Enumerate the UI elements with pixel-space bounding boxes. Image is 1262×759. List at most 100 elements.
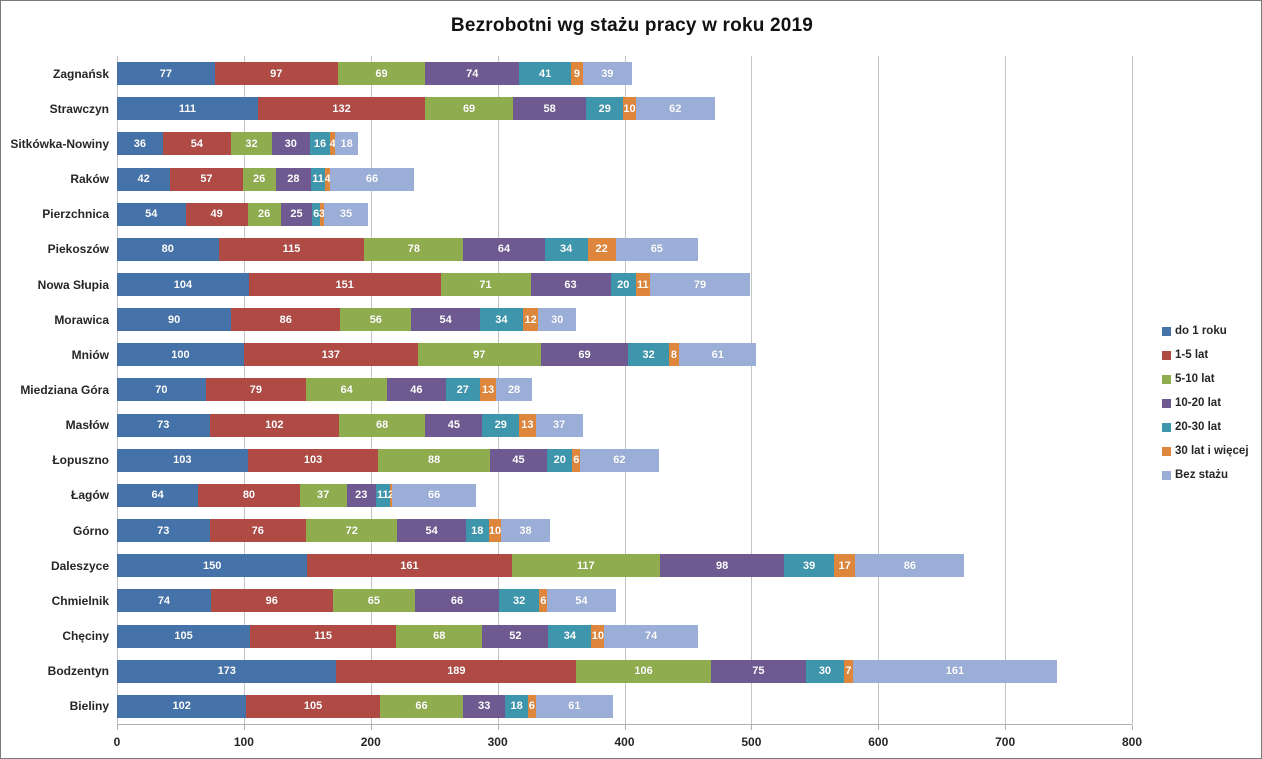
bar-segment-value: 78 bbox=[407, 243, 420, 256]
bar-segment: 66 bbox=[415, 589, 499, 613]
legend-item: Bez stażu bbox=[1162, 463, 1249, 487]
bar-segment: 18 bbox=[505, 694, 529, 718]
category-label: Sitkówka-Nowiny bbox=[10, 136, 109, 151]
bar-row-7: Morawica 90 86 56 54 34 12 30 bbox=[54, 302, 1132, 337]
bar-row-0: Zagnańsk 77 97 69 74 41 9 39 bbox=[53, 56, 1132, 91]
gridline-600 bbox=[878, 56, 880, 724]
bar-segment-value: 22 bbox=[595, 243, 608, 256]
bar-segment-value: 75 bbox=[752, 665, 765, 678]
bar-segment: 111 bbox=[117, 97, 258, 121]
bar-segment: 102 bbox=[117, 694, 247, 718]
bar-segment-value: 10 bbox=[623, 102, 636, 115]
bar-segment: 86 bbox=[231, 308, 341, 332]
bar-segment: 25 bbox=[280, 202, 313, 226]
stacked-bar: 150 161 117 98 39 17 86 bbox=[117, 554, 1132, 578]
bar-segment-value: 73 bbox=[157, 419, 170, 432]
bar-segment: 78 bbox=[364, 237, 464, 261]
bar-segment: 11 bbox=[311, 167, 326, 191]
category-label: Chęciny bbox=[62, 629, 109, 644]
bar-segment-value: 73 bbox=[157, 524, 170, 537]
bar-segment: 151 bbox=[248, 273, 441, 297]
bar-segment: 20 bbox=[610, 273, 636, 297]
bar-segment: 28 bbox=[275, 167, 312, 191]
bar-segment-value: 64 bbox=[497, 243, 511, 256]
legend-swatch bbox=[1162, 446, 1171, 456]
bar-segment-value: 62 bbox=[613, 454, 626, 467]
bar-segment: 23 bbox=[346, 483, 376, 507]
bar-segment-value: 70 bbox=[155, 383, 168, 396]
bar-segment-value: 30 bbox=[818, 665, 832, 678]
x-axis-tick-label: 200 bbox=[360, 735, 381, 749]
bar-segment: 66 bbox=[392, 483, 477, 507]
bar-segment: 150 bbox=[117, 554, 308, 578]
bar-segment-value: 57 bbox=[200, 173, 213, 186]
bar-segment-value: 11 bbox=[637, 278, 649, 291]
bar-segment: 13 bbox=[479, 378, 497, 402]
bar-segment: 32 bbox=[628, 343, 669, 367]
bar-segment: 2 bbox=[388, 483, 394, 507]
bar-segment: 77 bbox=[117, 62, 215, 86]
bar-segment-value: 150 bbox=[202, 559, 222, 572]
bar-segment-value: 68 bbox=[433, 630, 446, 643]
bar-segment: 4 bbox=[329, 132, 336, 156]
bar-segment-value: 23 bbox=[355, 489, 368, 502]
x-axis-tick-600 bbox=[878, 725, 880, 730]
bar-segment: 73 bbox=[117, 413, 210, 437]
bar-segment-value: 20 bbox=[553, 454, 566, 467]
bar-segment: 17 bbox=[833, 554, 856, 578]
bar-segment-value: 6 bbox=[540, 594, 547, 607]
bar-segment: 64 bbox=[463, 237, 545, 261]
bar-segment: 100 bbox=[117, 343, 244, 367]
bar-segment: 103 bbox=[247, 448, 379, 472]
bar-segment-value: 65 bbox=[367, 594, 381, 607]
bar-segment-value: 30 bbox=[551, 313, 564, 326]
bar-segment-value: 36 bbox=[133, 137, 146, 150]
bar-row-1: Strawczyn 111 132 69 58 29 10 62 bbox=[50, 91, 1132, 126]
bar-segment-value: 71 bbox=[479, 278, 492, 291]
category-label: Chmielnik bbox=[51, 593, 109, 608]
bar-segment-value: 80 bbox=[242, 489, 256, 502]
bar-segment: 10 bbox=[591, 624, 605, 648]
bar-segment: 71 bbox=[440, 273, 531, 297]
bar-segment: 34 bbox=[548, 624, 592, 648]
bar-segment: 27 bbox=[445, 378, 480, 402]
bar-segment-value: 86 bbox=[903, 559, 917, 572]
stacked-bar: 64 80 37 23 11 2 66 bbox=[117, 483, 1132, 507]
bar-segment: 12 bbox=[522, 308, 539, 332]
bar-segment-value: 66 bbox=[450, 594, 464, 607]
category-label: Pierzchnica bbox=[42, 207, 109, 222]
stacked-bar: 70 79 64 46 27 13 28 bbox=[117, 378, 1132, 402]
category-label: Raków bbox=[70, 172, 109, 187]
bar-segment-value: 38 bbox=[519, 524, 532, 537]
bar-segment: 54 bbox=[117, 202, 186, 226]
stacked-bar: 103 103 88 45 20 6 62 bbox=[117, 448, 1132, 472]
bar-segment-value: 11 bbox=[312, 173, 324, 186]
bar-segment: 106 bbox=[576, 659, 711, 683]
bar-segment-value: 79 bbox=[249, 383, 263, 396]
bar-segment: 30 bbox=[271, 132, 310, 156]
bar-segment: 115 bbox=[250, 624, 397, 648]
bar-segment: 35 bbox=[323, 202, 369, 226]
bar-segment-value: 4 bbox=[329, 137, 336, 150]
x-axis-tick-800 bbox=[1132, 725, 1133, 730]
bar-segment: 37 bbox=[535, 413, 583, 437]
bar-segment-value: 76 bbox=[251, 524, 264, 537]
bar-segment-value: 6 bbox=[528, 700, 535, 713]
bar-segment-value: 62 bbox=[669, 102, 682, 115]
bar-segment-value: 37 bbox=[552, 419, 566, 432]
bar-segment: 7 bbox=[843, 659, 853, 683]
category-label: Bieliny bbox=[69, 699, 109, 714]
category-label: Miedziana Góra bbox=[20, 382, 109, 397]
category-label: Łagów bbox=[71, 488, 109, 503]
x-axis-tick-label: 800 bbox=[1121, 735, 1143, 749]
bar-segment: 56 bbox=[340, 308, 412, 332]
bar-segment: 3 bbox=[319, 202, 325, 226]
x-axis-tick-label: 100 bbox=[233, 735, 254, 749]
bar-segment: 79 bbox=[649, 273, 751, 297]
bar-segment: 54 bbox=[547, 589, 616, 613]
bar-segment-value: 106 bbox=[634, 665, 653, 678]
legend-swatch bbox=[1162, 350, 1171, 360]
stacked-bar: 90 86 56 54 34 12 30 bbox=[117, 308, 1132, 332]
stacked-bar: 173 189 106 75 30 7 161 bbox=[117, 659, 1132, 683]
bar-segment-value: 102 bbox=[172, 700, 191, 713]
